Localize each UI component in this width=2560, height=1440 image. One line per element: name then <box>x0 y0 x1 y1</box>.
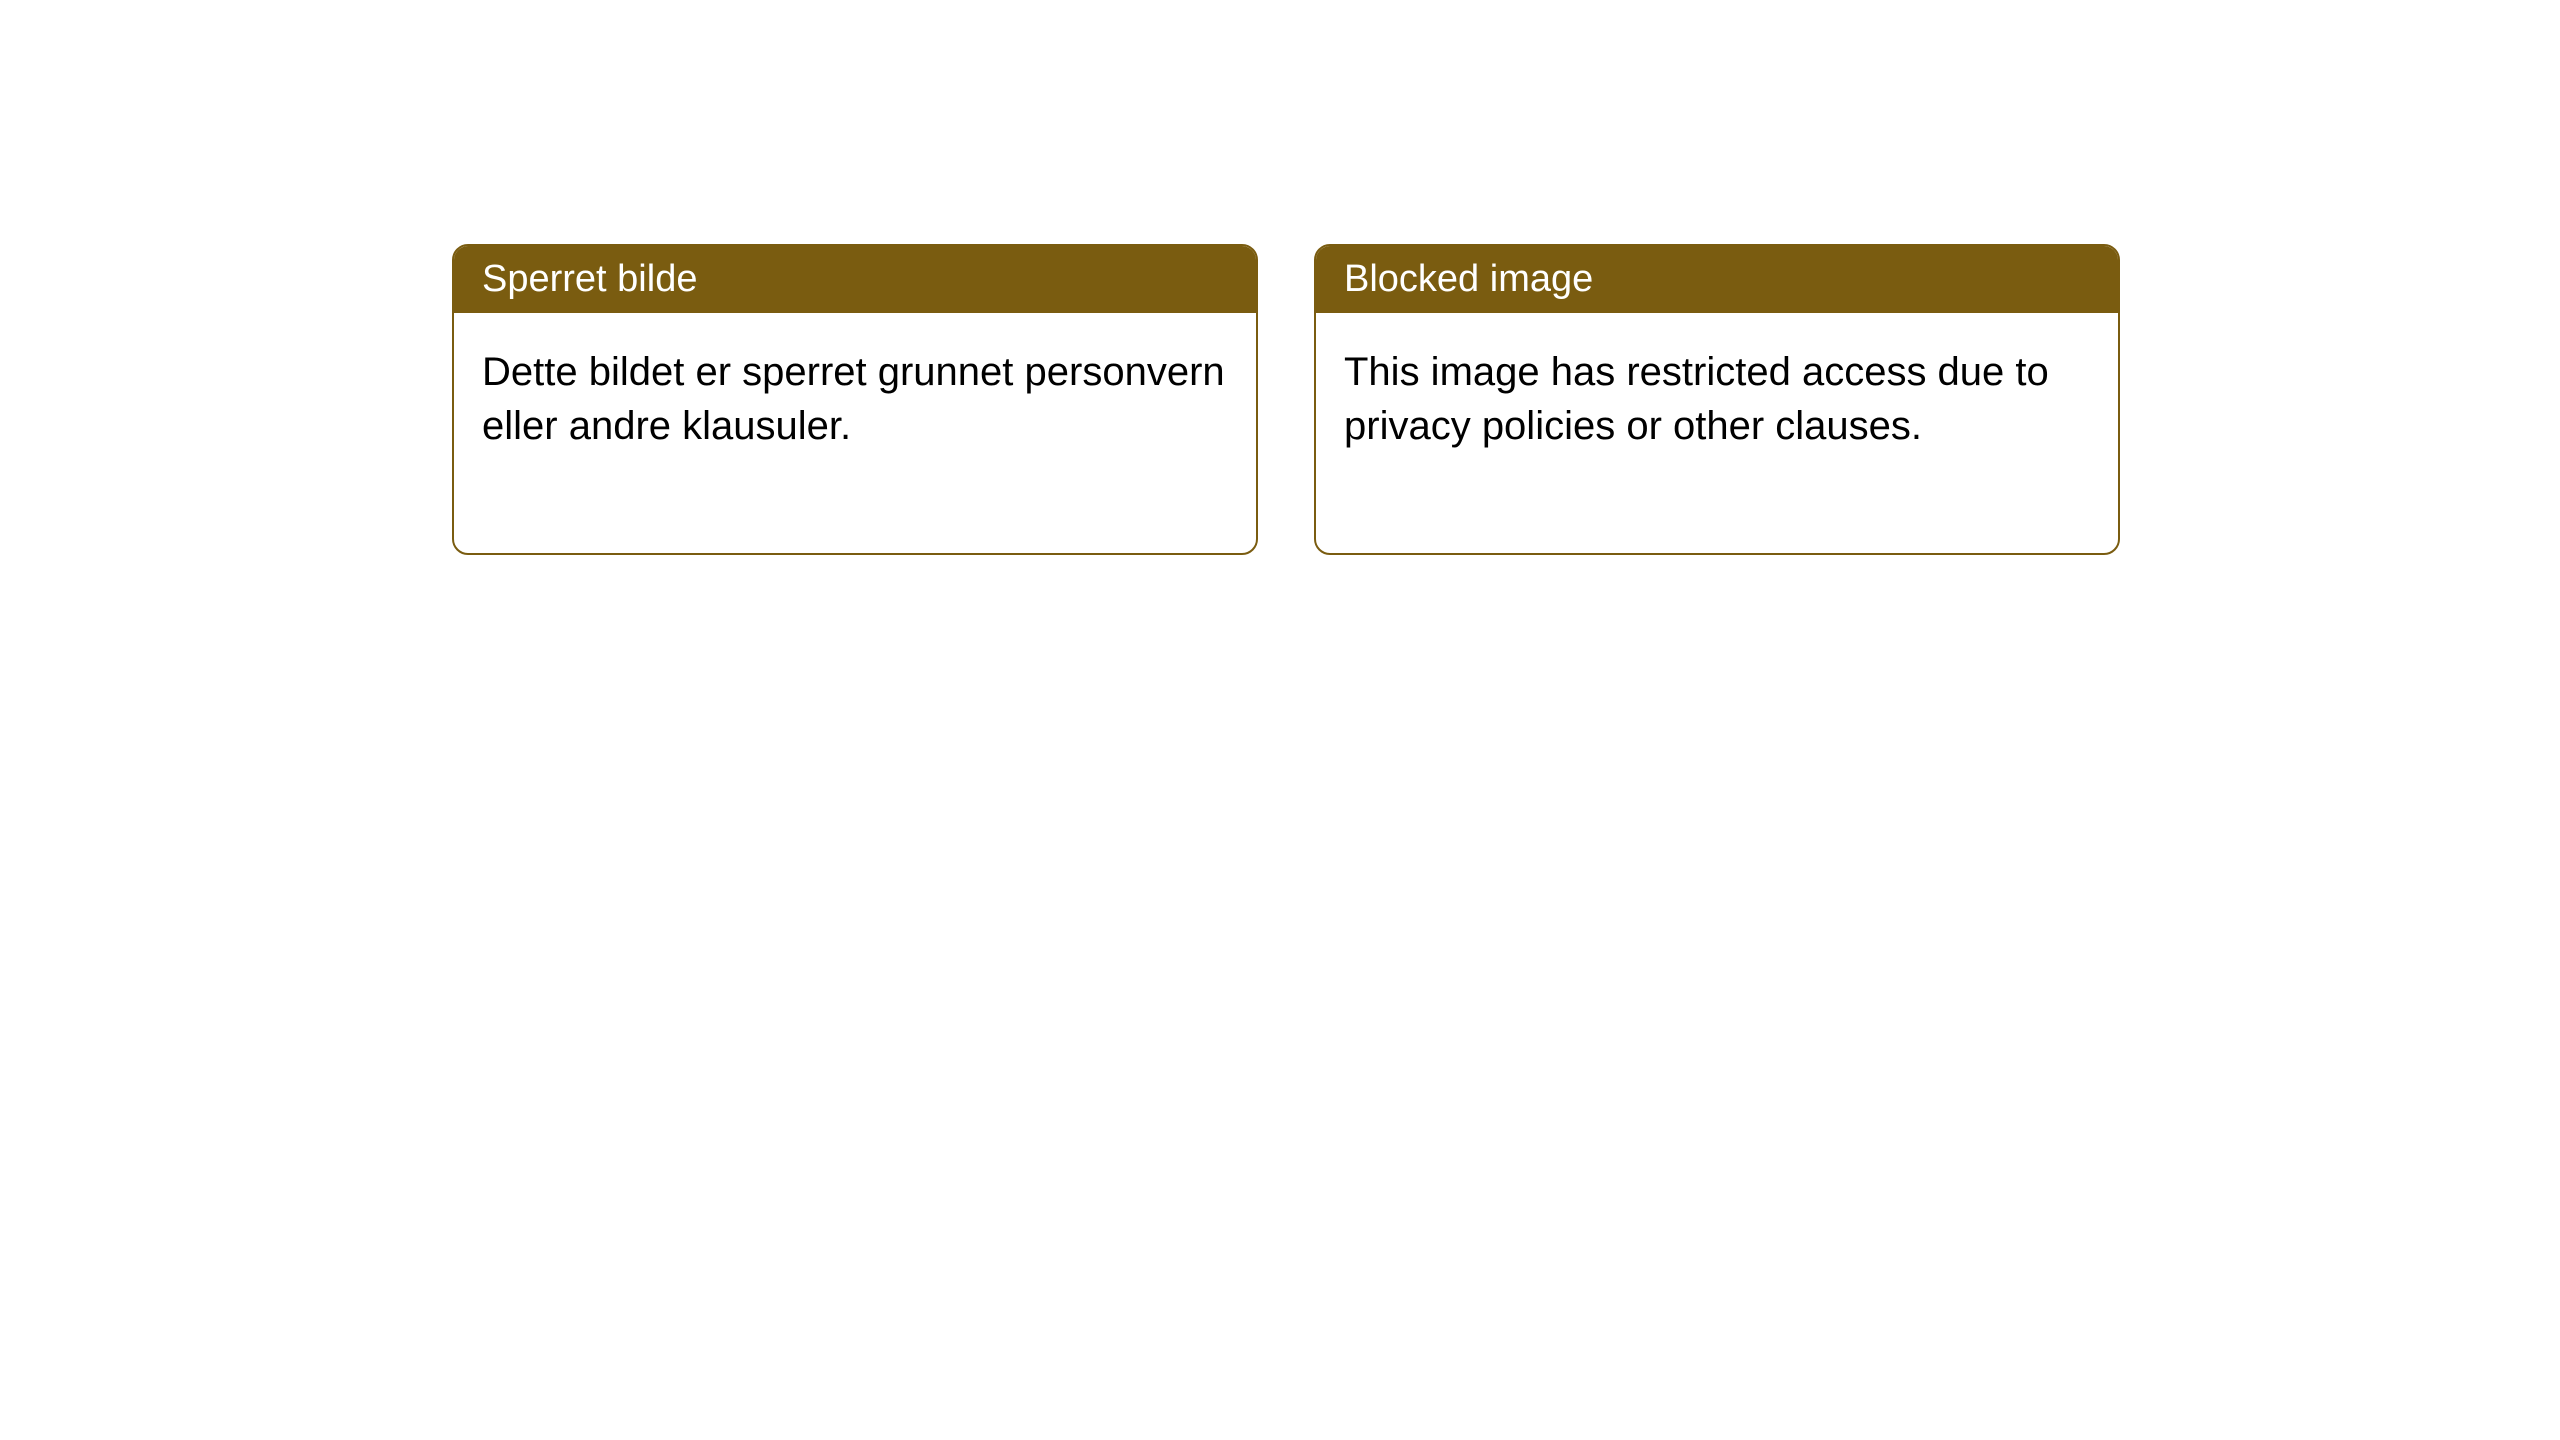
notice-card-english: Blocked image This image has restricted … <box>1314 244 2120 555</box>
card-title: Sperret bilde <box>482 258 697 300</box>
notice-card-norwegian: Sperret bilde Dette bildet er sperret gr… <box>452 244 1258 555</box>
notice-cards-container: Sperret bilde Dette bildet er sperret gr… <box>452 244 2120 555</box>
card-body-text: Dette bildet er sperret grunnet personve… <box>482 350 1225 448</box>
card-body-text: This image has restricted access due to … <box>1344 350 2049 448</box>
card-header: Blocked image <box>1316 246 2118 313</box>
card-body: This image has restricted access due to … <box>1316 313 2118 553</box>
card-header: Sperret bilde <box>454 246 1256 313</box>
card-title: Blocked image <box>1344 258 1593 300</box>
card-body: Dette bildet er sperret grunnet personve… <box>454 313 1256 553</box>
